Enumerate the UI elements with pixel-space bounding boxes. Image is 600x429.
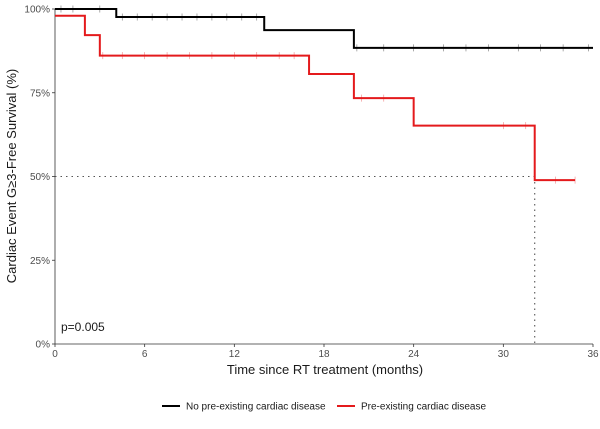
y-tick-label: 50% <box>30 172 50 183</box>
legend-label-pre-existing-cardiac-disease: Pre-existing cardiac disease <box>361 402 486 413</box>
x-tick-label: 24 <box>408 349 420 360</box>
km-curve-no-pre-existing-cardiac-disease <box>55 8 593 49</box>
censor-marks-no-pre-existing-cardiac-disease <box>60 5 589 52</box>
x-tick-label: 36 <box>587 349 599 360</box>
plot-layer: 0 6 12 18 24 30 36 0% 25% 50% 75% 100% <box>24 5 599 361</box>
p-value-annotation: p=0.005 <box>61 320 105 334</box>
x-tick-label: 6 <box>142 349 148 360</box>
x-tick-label: 18 <box>318 349 330 360</box>
x-tick-label: 0 <box>52 349 58 360</box>
y-tick-label: 0% <box>36 340 51 351</box>
km-curve-pre-existing-cardiac-disease <box>55 14 576 182</box>
y-tick-label: 25% <box>30 256 50 267</box>
x-tick-label: 30 <box>498 349 510 360</box>
y-tick-label: 75% <box>30 88 50 99</box>
y-tick-label: 100% <box>24 5 50 16</box>
legend-label-no-pre-existing-cardiac-disease: No pre-existing cardiac disease <box>186 402 326 413</box>
x-tick-label: 12 <box>229 349 241 360</box>
legend: No pre-existing cardiac disease Pre-exist… <box>162 402 486 413</box>
y-axis-title: Cardiac Event G≥3-Free Survival (%) <box>4 69 19 283</box>
x-axis-title: Time since RT treatment (months) <box>227 362 423 377</box>
censor-marks-pre-existing-cardiac-disease <box>102 52 576 184</box>
